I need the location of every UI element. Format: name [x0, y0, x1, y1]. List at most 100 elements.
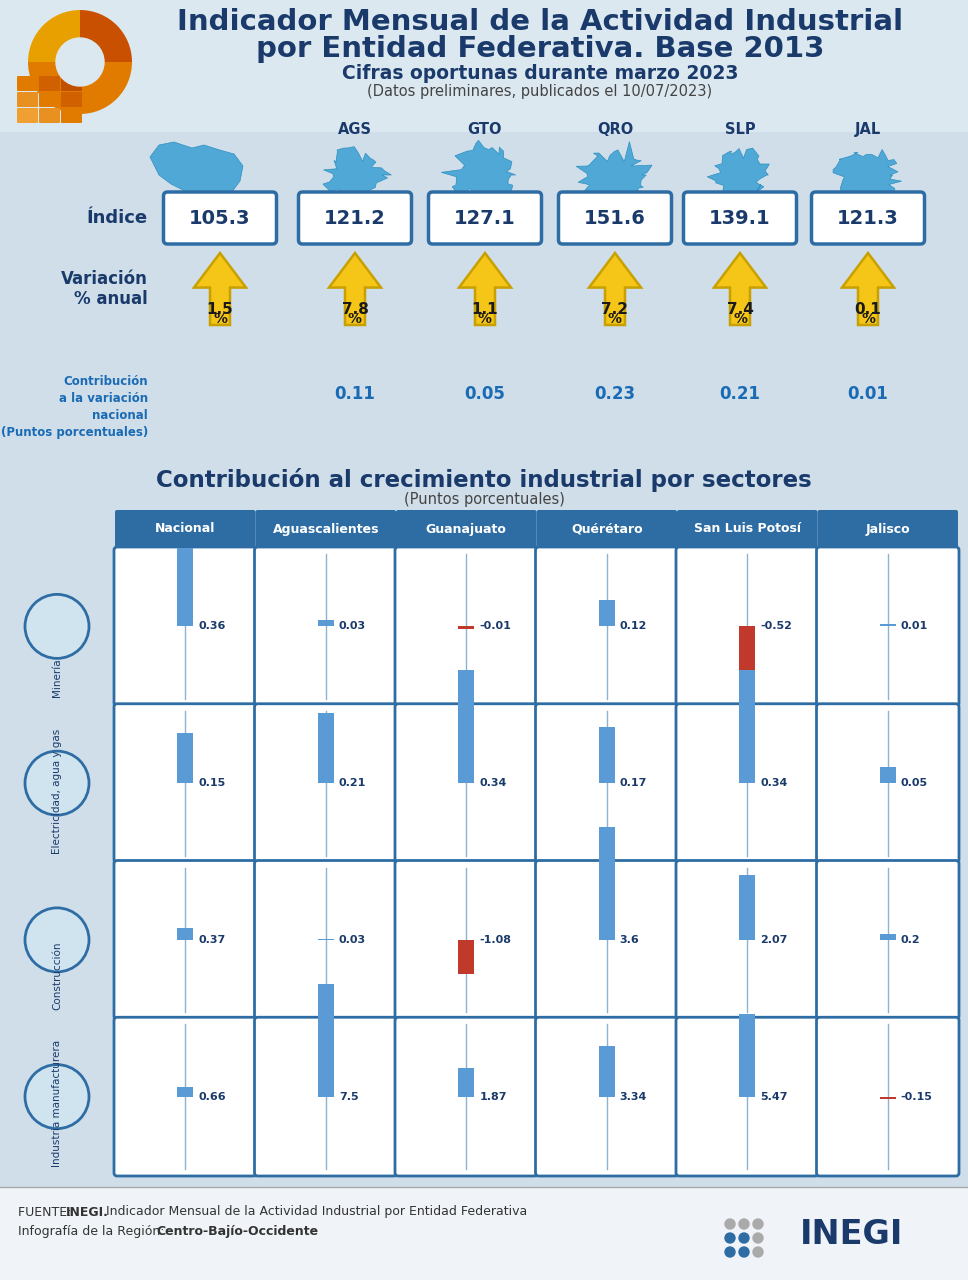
FancyBboxPatch shape	[395, 704, 537, 863]
FancyBboxPatch shape	[818, 509, 958, 548]
Text: INEGI: INEGI	[800, 1217, 903, 1251]
Circle shape	[739, 1219, 749, 1229]
Polygon shape	[714, 253, 766, 325]
Text: %: %	[608, 312, 622, 326]
Text: GTO: GTO	[468, 122, 502, 137]
Circle shape	[725, 1233, 735, 1243]
Wedge shape	[28, 61, 132, 114]
Text: 2.07: 2.07	[760, 934, 788, 945]
Circle shape	[753, 1247, 763, 1257]
FancyBboxPatch shape	[816, 860, 959, 1019]
Text: Electricidad, agua y gas: Electricidad, agua y gas	[52, 728, 62, 854]
Text: San Luis Potosí: San Luis Potosí	[694, 522, 801, 535]
Text: Centro-Bajío-Occidente: Centro-Bajío-Occidente	[156, 1225, 318, 1239]
FancyBboxPatch shape	[740, 876, 755, 940]
Text: AGS: AGS	[338, 122, 372, 137]
FancyBboxPatch shape	[114, 547, 257, 705]
Text: %: %	[213, 312, 227, 326]
Text: -1.08: -1.08	[479, 934, 511, 945]
Text: 0.05: 0.05	[465, 385, 505, 403]
Text: 5.47: 5.47	[760, 1092, 788, 1102]
Text: (Datos preliminares, publicados el 10/07/2023): (Datos preliminares, publicados el 10/07…	[368, 84, 712, 99]
Text: 0.23: 0.23	[594, 385, 636, 403]
FancyBboxPatch shape	[395, 860, 537, 1019]
Text: 3.34: 3.34	[620, 1092, 648, 1102]
FancyBboxPatch shape	[535, 1018, 678, 1176]
Text: 121.2: 121.2	[324, 209, 386, 228]
Text: 0.34: 0.34	[479, 778, 506, 788]
Text: Contribución al crecimiento industrial por sectores: Contribución al crecimiento industrial p…	[156, 468, 812, 492]
FancyBboxPatch shape	[816, 704, 959, 863]
Text: 0.01: 0.01	[848, 385, 889, 403]
Text: 0.21: 0.21	[719, 385, 761, 403]
FancyBboxPatch shape	[0, 1187, 968, 1280]
FancyBboxPatch shape	[298, 192, 411, 244]
FancyBboxPatch shape	[740, 1014, 755, 1097]
FancyBboxPatch shape	[395, 547, 537, 705]
PathPatch shape	[150, 142, 243, 202]
FancyBboxPatch shape	[535, 547, 678, 705]
Text: 0.1: 0.1	[855, 302, 882, 316]
Text: %: %	[733, 312, 747, 326]
Text: 0.05: 0.05	[901, 778, 928, 788]
Polygon shape	[441, 141, 516, 205]
Text: Jalisco: Jalisco	[865, 522, 910, 535]
Polygon shape	[708, 148, 770, 206]
Text: 105.3: 105.3	[190, 209, 251, 228]
FancyBboxPatch shape	[535, 704, 678, 863]
Text: 0.17: 0.17	[620, 778, 648, 788]
FancyBboxPatch shape	[114, 860, 257, 1019]
FancyBboxPatch shape	[0, 132, 968, 462]
Text: 7.2: 7.2	[601, 302, 628, 316]
Polygon shape	[833, 150, 901, 201]
Text: Cifras oportunas durante marzo 2023: Cifras oportunas durante marzo 2023	[342, 64, 739, 83]
FancyBboxPatch shape	[177, 733, 194, 783]
Text: 3.6: 3.6	[620, 934, 640, 945]
Text: 121.3: 121.3	[837, 209, 899, 228]
Text: 151.6: 151.6	[584, 209, 646, 228]
Text: Minería: Minería	[52, 658, 62, 696]
FancyBboxPatch shape	[39, 92, 60, 108]
FancyBboxPatch shape	[458, 671, 474, 783]
FancyBboxPatch shape	[17, 108, 38, 123]
Text: 0.03: 0.03	[339, 934, 366, 945]
FancyBboxPatch shape	[599, 600, 615, 626]
FancyBboxPatch shape	[816, 547, 959, 705]
FancyBboxPatch shape	[599, 1046, 615, 1097]
FancyBboxPatch shape	[880, 1097, 895, 1100]
FancyBboxPatch shape	[177, 1087, 194, 1097]
FancyBboxPatch shape	[39, 76, 60, 91]
Text: Índice: Índice	[87, 209, 148, 227]
FancyBboxPatch shape	[164, 192, 277, 244]
Text: -0.15: -0.15	[901, 1092, 932, 1102]
FancyBboxPatch shape	[880, 767, 895, 783]
FancyBboxPatch shape	[811, 192, 924, 244]
FancyBboxPatch shape	[0, 0, 968, 132]
FancyBboxPatch shape	[676, 547, 819, 705]
Text: (Puntos porcentuales): (Puntos porcentuales)	[404, 492, 564, 507]
Text: Construcción: Construcción	[52, 942, 62, 1010]
FancyBboxPatch shape	[318, 984, 334, 1097]
Text: 7.4: 7.4	[727, 302, 753, 316]
Text: Indicador Mensual de la Actividad Industrial: Indicador Mensual de la Actividad Indust…	[177, 8, 903, 36]
Text: Industria manufacturera: Industria manufacturera	[52, 1039, 62, 1167]
Circle shape	[25, 1065, 89, 1129]
FancyBboxPatch shape	[740, 626, 755, 740]
FancyBboxPatch shape	[61, 92, 82, 108]
FancyBboxPatch shape	[39, 108, 60, 123]
Circle shape	[739, 1247, 749, 1257]
Text: Quérétaro: Quérétaro	[571, 522, 643, 535]
Text: Variación
% anual: Variación % anual	[61, 270, 148, 308]
Text: 0.2: 0.2	[901, 934, 921, 945]
FancyBboxPatch shape	[255, 704, 397, 863]
Polygon shape	[589, 253, 641, 325]
Wedge shape	[28, 10, 80, 61]
Circle shape	[25, 594, 89, 658]
Text: -0.01: -0.01	[479, 621, 511, 631]
Text: 0.21: 0.21	[339, 778, 366, 788]
FancyBboxPatch shape	[683, 192, 797, 244]
FancyBboxPatch shape	[17, 92, 38, 108]
Circle shape	[25, 751, 89, 815]
Polygon shape	[576, 142, 652, 204]
FancyBboxPatch shape	[114, 1018, 257, 1176]
